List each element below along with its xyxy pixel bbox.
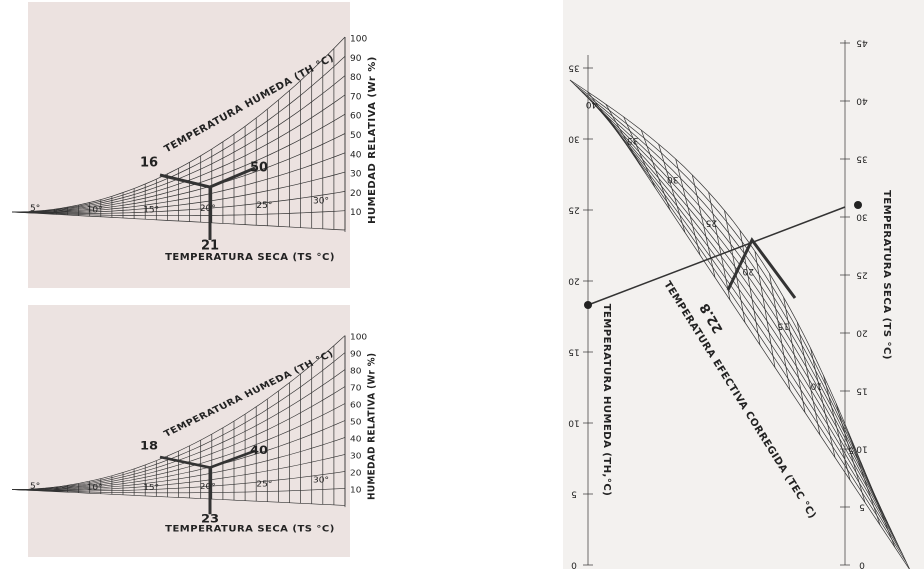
temp-tick-label: 20° — [200, 204, 216, 214]
page: 1020304050607080901005°10°15°20°25°30°TE… — [0, 0, 924, 569]
rh-tick-label: 10 — [350, 208, 362, 218]
curve-label: 5 — [848, 445, 854, 455]
temp-tick-label: 10° — [87, 206, 103, 216]
reading-point — [584, 301, 592, 309]
temp-tick-label: 20° — [200, 481, 216, 490]
left-scale-label: 15 — [568, 347, 579, 357]
right-scale-label: 40 — [856, 96, 868, 106]
wet-bulb-value: 16 — [140, 156, 158, 171]
rh-tick-label: 80 — [350, 366, 361, 375]
right-scale-label: 5 — [859, 502, 865, 512]
rh-tick-label: 40 — [350, 150, 362, 160]
rh-tick-label: 40 — [350, 434, 361, 443]
right-scale-label: 20 — [856, 328, 868, 338]
rh-tick-label: 60 — [350, 400, 361, 409]
rh-tick-label: 70 — [350, 92, 362, 102]
reading-point — [854, 201, 862, 209]
rh-tick-label: 70 — [350, 383, 361, 392]
left-scale-label: 35 — [568, 63, 579, 73]
temp-tick-label: 5° — [30, 481, 40, 490]
wet-bulb-value: 18 — [140, 439, 158, 452]
left-scale-label: 20 — [568, 276, 580, 286]
rh-tick-label: 100 — [350, 332, 367, 341]
curve-label: 30 — [667, 174, 679, 184]
right-scale-label: 0 — [859, 560, 865, 569]
curve-label: 35 — [627, 135, 638, 145]
rh-label: HUMEDAD RELATIVA (Wr %) — [366, 352, 378, 499]
left-scale-label: 0 — [571, 560, 577, 569]
temp-tick-label: 15° — [143, 206, 159, 216]
panel-background — [28, 305, 350, 557]
left-scale-label: 5 — [571, 489, 577, 499]
rh-tick-label: 10 — [350, 485, 361, 494]
dry-bulb-value: 21 — [201, 239, 219, 254]
rh-tick-label: 30 — [350, 170, 362, 180]
rh-tick-label: 90 — [350, 54, 362, 64]
rh-tick-label: 100 — [350, 35, 367, 45]
curve-label: 20 — [742, 266, 754, 276]
rh-label: HUMEDAD RELATIVA (Wr %) — [367, 56, 378, 224]
rh-tick-label: 50 — [350, 131, 362, 141]
temp-tick-label: 30° — [313, 197, 329, 207]
rh-tick-label: 20 — [350, 189, 362, 199]
curve-label: 25 — [706, 217, 717, 227]
rh-tick-label: 30 — [350, 451, 361, 460]
dry-bulb-value: 23 — [201, 512, 219, 525]
right-scale-label: 30 — [856, 212, 868, 222]
rh-tick-label: 20 — [350, 468, 361, 477]
rh-value: 40 — [250, 444, 268, 457]
rh-value: 50 — [250, 161, 268, 176]
dry-bulb-label: TEMPERATURA SECA (TS °C) — [165, 252, 335, 263]
right-scale-label: 15 — [856, 386, 867, 396]
curve-label: 15 — [777, 321, 788, 331]
temp-tick-label: 10° — [87, 483, 103, 492]
curve-label: 10 — [810, 380, 822, 390]
right-scale-label: 25 — [856, 270, 867, 280]
wet-bulb-axis-label: TEMPERATURA HUMEDA (TH,°C) — [601, 304, 612, 497]
temp-tick-label: 25° — [256, 201, 272, 211]
temp-tick-label: 30° — [313, 475, 329, 484]
panel-background — [28, 2, 350, 288]
left-scale-label: 30 — [568, 134, 580, 144]
temp-tick-label: 15° — [143, 483, 159, 492]
right-scale-label: 10 — [856, 444, 868, 454]
right-scale-label: 45 — [856, 38, 867, 48]
rh-tick-label: 80 — [350, 73, 362, 83]
left-scale-label: 10 — [568, 418, 580, 428]
temp-tick-label: 5° — [30, 204, 40, 214]
rh-tick-label: 50 — [350, 417, 361, 426]
dry-bulb-label: TEMPERATURA SECA (TS °C) — [165, 524, 335, 534]
right-scale-label: 35 — [856, 154, 867, 164]
rh-tick-label: 60 — [350, 112, 362, 122]
curve-label: 40 — [586, 99, 598, 109]
rh-tick-label: 90 — [350, 349, 361, 358]
left-scale-label: 25 — [568, 205, 579, 215]
temp-tick-label: 25° — [256, 479, 272, 488]
dry-bulb-axis-label: TEMPERATURA SECA (TS °C) — [881, 190, 892, 360]
